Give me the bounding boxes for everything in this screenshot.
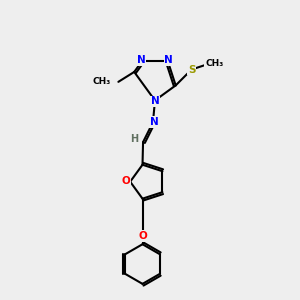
Text: N: N — [137, 55, 146, 65]
Text: N: N — [164, 55, 173, 65]
Text: CH₃: CH₃ — [205, 59, 224, 68]
Text: H: H — [130, 134, 138, 144]
Text: N: N — [151, 97, 159, 106]
Text: CH₃: CH₃ — [92, 77, 110, 86]
Text: O: O — [122, 176, 130, 186]
Text: O: O — [138, 231, 147, 241]
Text: S: S — [188, 64, 195, 75]
Text: N: N — [150, 117, 158, 127]
